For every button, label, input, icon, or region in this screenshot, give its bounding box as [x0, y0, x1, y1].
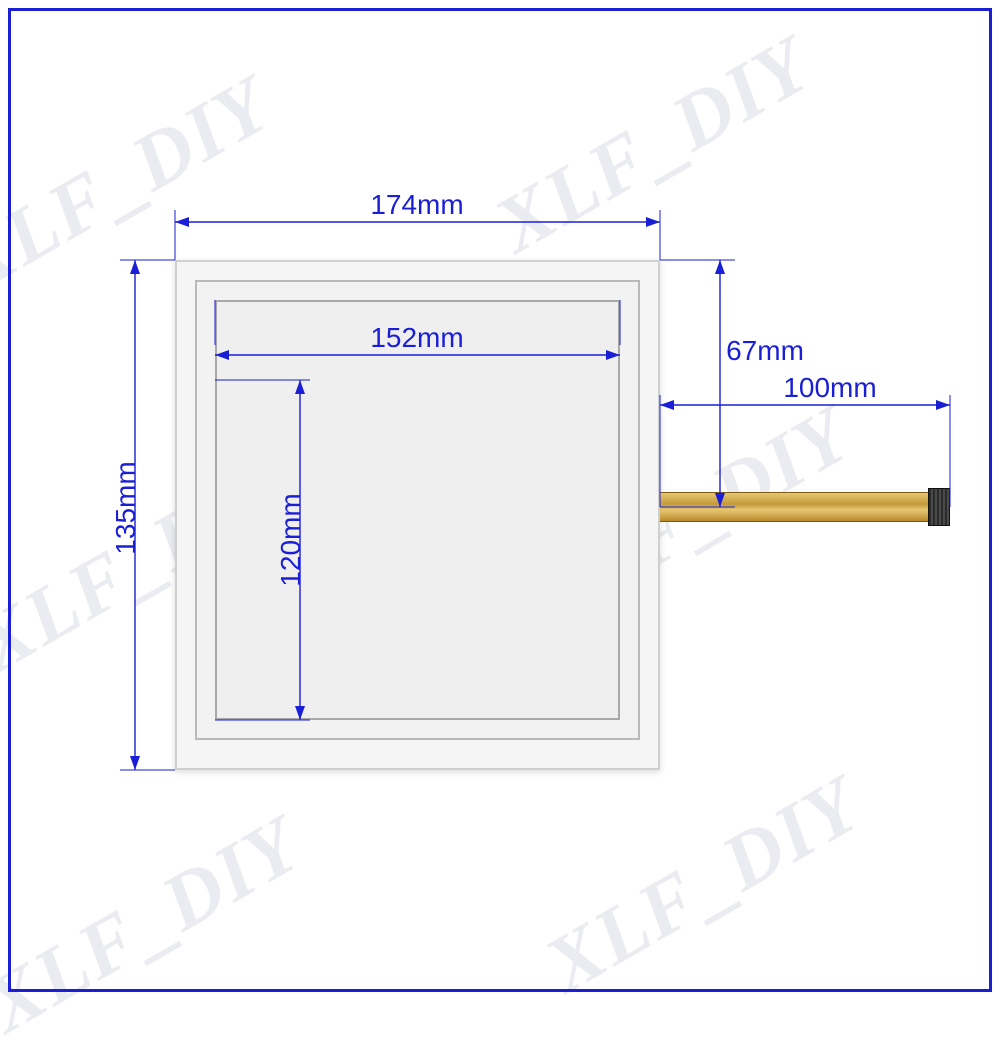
image-frame: [8, 8, 992, 992]
diagram-canvas: XLF_DIY XLF_DIY XLF_DIY XLF_DIY XLF_DIY …: [0, 0, 1000, 1000]
